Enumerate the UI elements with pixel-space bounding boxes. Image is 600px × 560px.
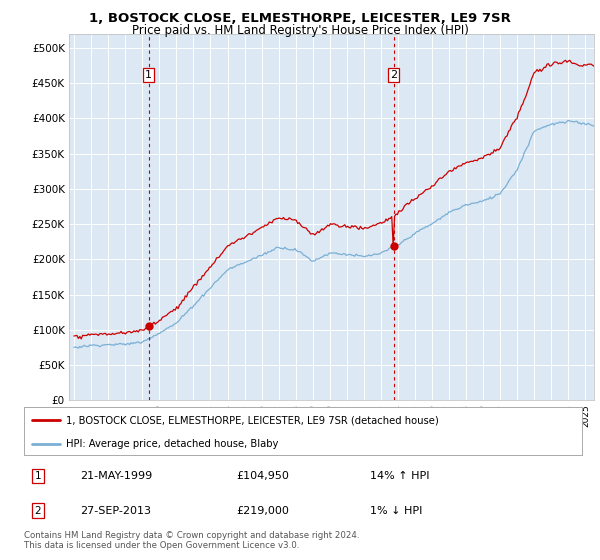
- Text: HPI: Average price, detached house, Blaby: HPI: Average price, detached house, Blab…: [66, 439, 278, 449]
- Text: 2: 2: [35, 506, 41, 516]
- Text: 1, BOSTOCK CLOSE, ELMESTHORPE, LEICESTER, LE9 7SR: 1, BOSTOCK CLOSE, ELMESTHORPE, LEICESTER…: [89, 12, 511, 25]
- Text: Price paid vs. HM Land Registry's House Price Index (HPI): Price paid vs. HM Land Registry's House …: [131, 24, 469, 37]
- Text: 21-MAY-1999: 21-MAY-1999: [80, 471, 152, 481]
- Text: 2: 2: [390, 69, 397, 80]
- Text: £219,000: £219,000: [236, 506, 289, 516]
- Text: 1, BOSTOCK CLOSE, ELMESTHORPE, LEICESTER, LE9 7SR (detached house): 1, BOSTOCK CLOSE, ELMESTHORPE, LEICESTER…: [66, 416, 439, 426]
- Text: 27-SEP-2013: 27-SEP-2013: [80, 506, 151, 516]
- Text: 1% ↓ HPI: 1% ↓ HPI: [370, 506, 422, 516]
- Text: 1: 1: [35, 471, 41, 481]
- Text: £104,950: £104,950: [236, 471, 289, 481]
- Text: 14% ↑ HPI: 14% ↑ HPI: [370, 471, 430, 481]
- Text: Contains HM Land Registry data © Crown copyright and database right 2024.
This d: Contains HM Land Registry data © Crown c…: [24, 531, 359, 550]
- Text: 1: 1: [145, 69, 152, 80]
